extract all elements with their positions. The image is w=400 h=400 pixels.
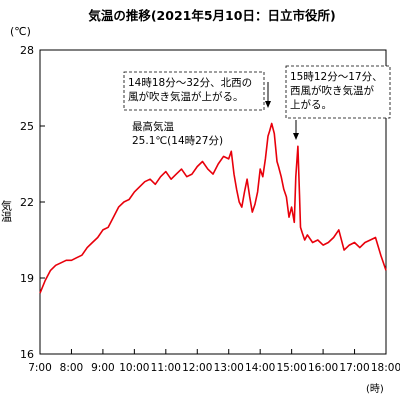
y-tick-label: 22 bbox=[20, 196, 34, 209]
x-tick-label: 18:00 bbox=[371, 362, 400, 374]
x-tick-label: 8:00 bbox=[60, 362, 84, 374]
annotation-text-line: 上がる。 bbox=[290, 98, 332, 111]
annotation-arrow-head bbox=[265, 101, 271, 108]
x-tick-label: 16:00 bbox=[308, 362, 338, 374]
annotation-text-line: 14時18分～32分、北西の bbox=[128, 77, 252, 89]
annotation-text-line: 15時12分～17分、 bbox=[290, 71, 383, 83]
annotation-text-line: 25.1℃(14時27分) bbox=[132, 135, 223, 147]
annotation-box bbox=[123, 71, 265, 111]
annotation-text-line: 最高気温 bbox=[132, 120, 174, 133]
x-tick-label: 9:00 bbox=[91, 362, 115, 374]
x-axis-ticks: 7:00 8:00 9:00 10:00 11:00 12:00 13:00 14:00 15:… bbox=[28, 349, 400, 374]
x-tick-label: 7:00 bbox=[28, 362, 52, 374]
chart-title: 気温の推移(2021年5月10日：日立市役所) bbox=[88, 8, 335, 23]
y-tick-label: 25 bbox=[20, 120, 34, 133]
y-axis-ticks: 16 19 22 25 28 bbox=[20, 44, 45, 361]
y-axis-label: 気温 bbox=[0, 199, 13, 222]
x-axis-unit: (時) bbox=[366, 383, 384, 395]
annotation-box bbox=[285, 65, 391, 119]
x-tick-label: 10:00 bbox=[119, 362, 149, 374]
y-tick-label: 16 bbox=[20, 348, 34, 361]
x-tick-label: 11:00 bbox=[151, 362, 181, 374]
x-tick-label: 15:00 bbox=[277, 362, 307, 374]
y-tick-label: 28 bbox=[20, 44, 34, 57]
x-tick-label: 12:00 bbox=[182, 362, 212, 374]
y-axis-unit: (℃) bbox=[10, 25, 31, 38]
annotation-text-line: 西風が吹き気温が bbox=[290, 84, 374, 97]
temperature-series-line bbox=[39, 122, 387, 294]
annotation-text-line: 風が吹き気温が上がる。 bbox=[128, 90, 244, 103]
x-tick-label: 17:00 bbox=[339, 362, 369, 374]
x-tick-label: 14:00 bbox=[245, 362, 275, 374]
annotation-arrow-head bbox=[293, 133, 299, 140]
annotation-max-temp: 最高気温 25.1℃(14時27分) bbox=[132, 120, 223, 147]
y-tick-label: 19 bbox=[20, 272, 34, 285]
x-tick-label: 13:00 bbox=[214, 362, 244, 374]
